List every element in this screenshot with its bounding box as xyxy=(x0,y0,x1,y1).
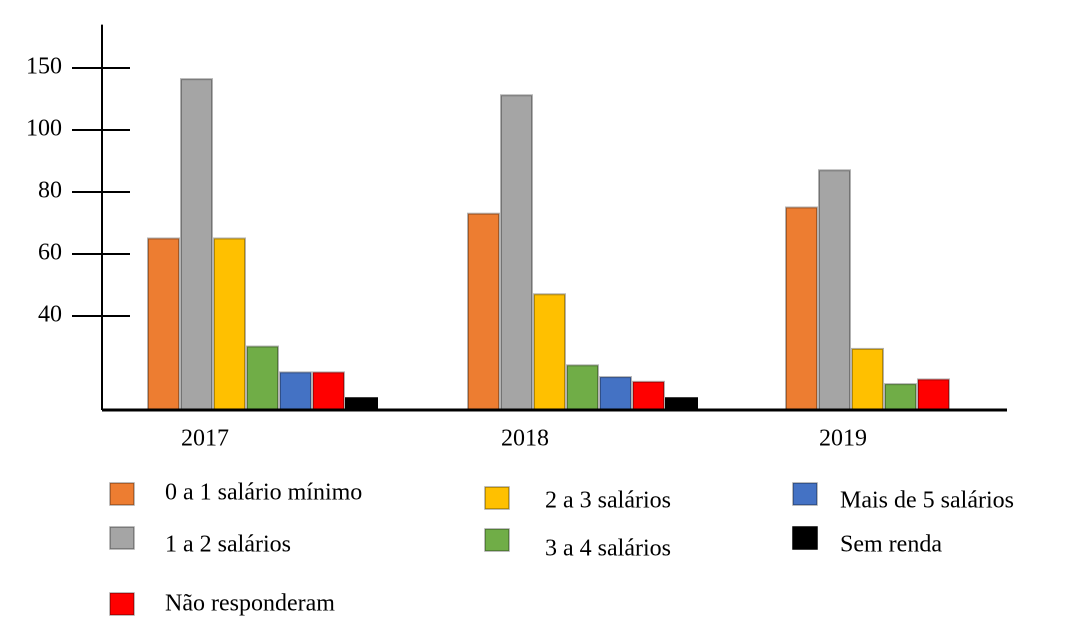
bar xyxy=(599,376,632,412)
legend-label: 2 a 3 salários xyxy=(545,488,671,514)
bar xyxy=(500,94,533,411)
legend-swatch xyxy=(792,526,818,550)
bar xyxy=(884,383,917,411)
bar xyxy=(632,380,665,411)
bar xyxy=(818,169,851,411)
bar xyxy=(180,78,213,411)
x-tick-label: 2017 xyxy=(181,426,229,452)
bar xyxy=(147,237,180,411)
legend-label: 1 a 2 salários xyxy=(165,532,291,558)
x-tick-label: 2019 xyxy=(819,426,867,452)
bar xyxy=(213,237,246,411)
y-tick-label: 80 xyxy=(38,178,62,204)
y-tick-label: 40 xyxy=(38,302,62,328)
legend-label: Sem renda xyxy=(840,532,942,558)
legend-swatch xyxy=(792,482,818,506)
y-tick-label: 100 xyxy=(26,116,62,142)
y-tick-label: 60 xyxy=(38,240,62,266)
legend-label: 3 a 4 salários xyxy=(545,536,671,562)
bar xyxy=(279,371,312,411)
legend-label: Não responderam xyxy=(165,591,335,617)
bar xyxy=(917,378,950,412)
legend-swatch xyxy=(484,486,510,510)
legend-swatch xyxy=(109,526,135,550)
x-tick-label: 2018 xyxy=(501,426,549,452)
legend-swatch xyxy=(109,482,135,506)
bar xyxy=(467,212,500,411)
bar xyxy=(345,397,378,411)
y-tick-label: 150 xyxy=(26,54,62,80)
bar xyxy=(851,347,884,411)
bar xyxy=(785,206,818,411)
bar xyxy=(246,345,279,411)
bar xyxy=(533,293,566,411)
legend-label: 0 a 1 salário mínimo xyxy=(165,480,362,506)
legend-swatch xyxy=(109,592,135,616)
legend-label: Mais de 5 salários xyxy=(840,488,1014,514)
legend-swatch xyxy=(484,528,510,552)
bar xyxy=(312,371,345,411)
bar xyxy=(566,364,599,412)
bar xyxy=(665,397,698,411)
